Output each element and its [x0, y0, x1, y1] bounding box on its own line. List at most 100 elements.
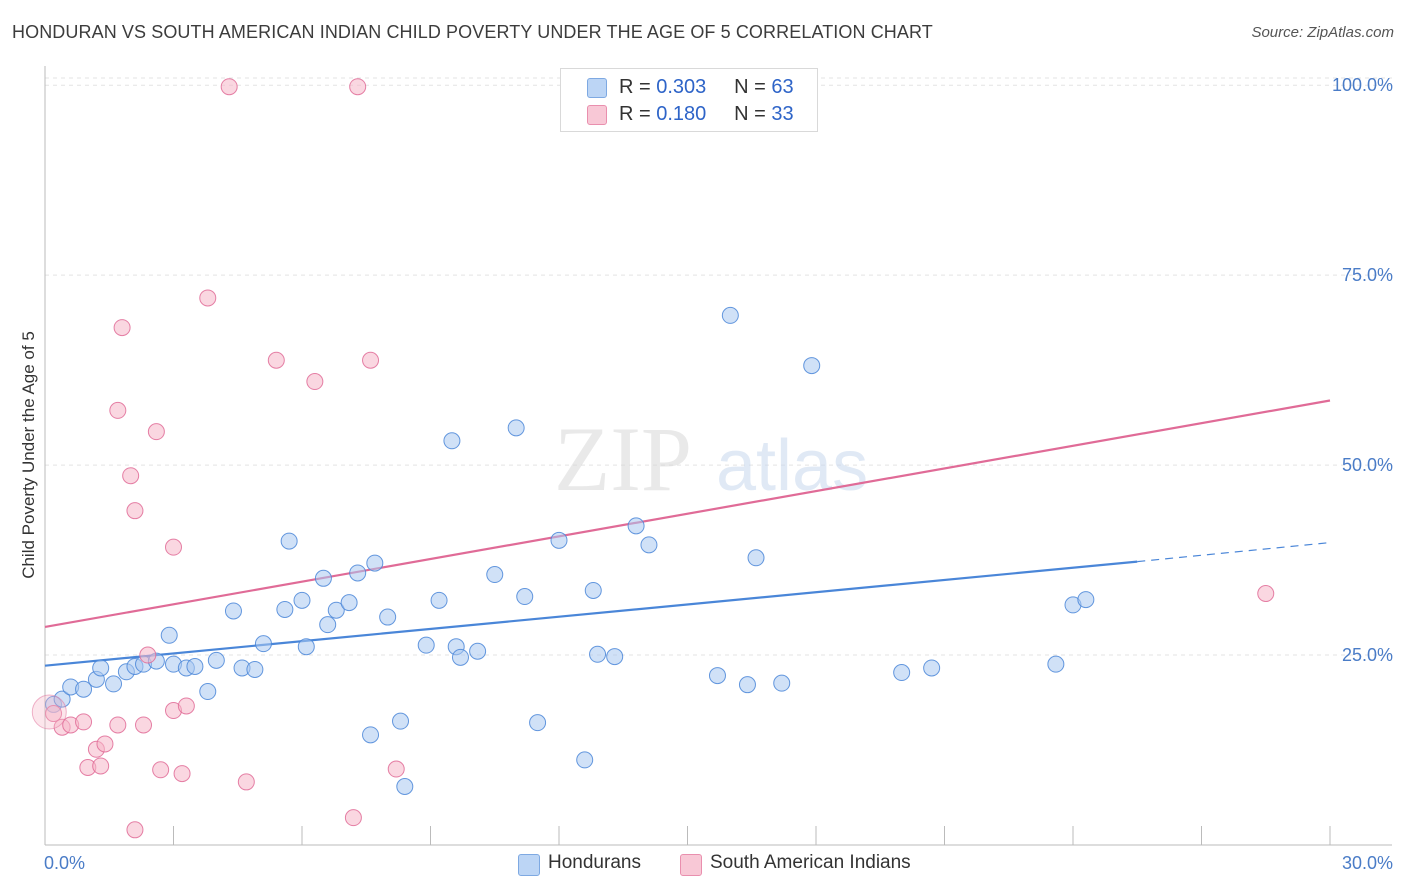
data-point [246, 660, 264, 678]
legend-r-value: 0.303 [656, 76, 707, 98]
data-point [126, 821, 144, 839]
y-tick-label: 50.0% [1342, 455, 1393, 475]
data-point [443, 432, 461, 450]
data-point [135, 716, 153, 734]
bottom-legend-label: South American Indians [710, 852, 911, 873]
data-point [75, 713, 93, 731]
data-point [92, 659, 110, 677]
data-point [893, 664, 911, 682]
data-point [1047, 655, 1065, 673]
data-point [96, 735, 114, 753]
data-point [349, 564, 367, 582]
data-point [224, 602, 242, 620]
legend-r-label: R = [619, 76, 651, 98]
chart-title: HONDURAN VS SOUTH AMERICAN INDIAN CHILD … [12, 22, 933, 42]
data-point [576, 751, 594, 769]
data-point [293, 591, 311, 609]
legend-swatch-south-american-indians [587, 105, 607, 125]
data-point [139, 646, 157, 664]
data-point [803, 357, 821, 375]
data-point [147, 423, 165, 441]
data-point [387, 760, 405, 778]
data-point [349, 78, 367, 96]
data-point [529, 714, 547, 732]
data-point [344, 809, 362, 827]
data-point [220, 78, 238, 96]
data-point [207, 651, 225, 669]
axes [44, 66, 1392, 846]
data-point [306, 373, 324, 391]
tick-labels: 25.0% 50.0% 75.0% 100.0% 0.0% 30.0% [44, 75, 1393, 873]
data-point [773, 674, 791, 692]
y-axis-title: Child Poverty Under the Age of 5 [19, 331, 38, 579]
data-point [105, 675, 123, 693]
data-point [516, 588, 534, 606]
legend-r-label: R = [619, 103, 651, 125]
series-hondurans [45, 306, 1095, 795]
bottom-legend-swatch-south-american-indians [680, 854, 702, 876]
data-point [747, 549, 765, 567]
x-tick-label: 0.0% [44, 853, 85, 873]
data-point [923, 659, 941, 677]
data-point [379, 608, 397, 626]
data-point [606, 648, 624, 666]
data-point [327, 601, 345, 619]
data-point [173, 765, 191, 783]
trend-lines [44, 399, 1331, 667]
data-point [186, 657, 204, 675]
data-point [721, 306, 739, 324]
data-point [160, 626, 178, 644]
trend-line-hondurans [44, 560, 1138, 667]
data-point [177, 697, 195, 715]
data-point [45, 705, 63, 723]
data-point [113, 319, 131, 337]
data-point [314, 569, 332, 587]
data-point [362, 726, 380, 744]
data-point [254, 635, 272, 653]
correlation-legend: R = 0.303 N = 63 R = 0.180 N = 33 [560, 68, 818, 132]
data-point [627, 517, 645, 535]
data-point [126, 502, 144, 520]
data-point [199, 683, 217, 701]
series-south-american-indians [45, 78, 1275, 839]
data-point [152, 761, 170, 779]
watermark-zip: ZIP [554, 408, 692, 510]
bottom-legend-swatch-hondurans [518, 854, 540, 876]
data-point [589, 645, 607, 663]
legend-n-value: 63 [771, 76, 794, 98]
data-point [199, 289, 217, 307]
data-point [366, 554, 384, 572]
data-point [53, 690, 71, 708]
data-point [280, 532, 298, 550]
y-tick-label: 75.0% [1342, 265, 1393, 285]
data-point [109, 401, 127, 419]
x-tick-label: 30.0% [1342, 853, 1393, 873]
data-point [237, 773, 255, 791]
data-point [1077, 591, 1095, 609]
data-point [640, 536, 658, 554]
data-points [31, 78, 1275, 839]
data-point [92, 757, 110, 775]
data-point [109, 716, 127, 734]
data-point [417, 636, 435, 654]
y-tick-label: 100.0% [1332, 75, 1393, 95]
data-point [550, 531, 568, 549]
grid-lines [45, 77, 1392, 656]
data-point [297, 638, 315, 656]
data-point [738, 676, 756, 694]
data-point [276, 600, 294, 618]
source-label: Source: ZipAtlas.com [1251, 24, 1394, 41]
data-point [75, 680, 93, 698]
data-point [708, 667, 726, 685]
data-point [392, 712, 410, 730]
data-point-large [31, 694, 67, 730]
trend-line-extension-hondurans [1137, 542, 1331, 563]
data-point [340, 594, 358, 612]
data-point [1257, 585, 1275, 603]
data-point [507, 419, 525, 437]
watermark: ZIP atlas [554, 408, 868, 510]
data-point [362, 351, 380, 369]
data-point [451, 648, 469, 666]
data-point [469, 642, 487, 660]
y-tick-label: 25.0% [1342, 645, 1393, 665]
